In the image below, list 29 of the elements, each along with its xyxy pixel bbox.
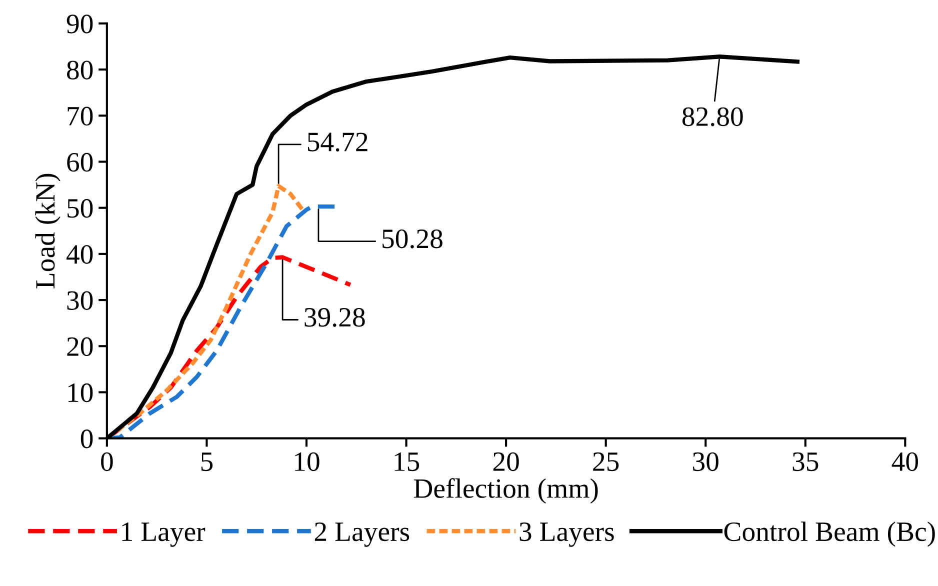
y-axis-title: Load (kN)	[35, 174, 60, 288]
y-tick-label: 20	[67, 337, 93, 356]
x-tick-label: 0	[101, 452, 113, 472]
x-tick-label: 25	[593, 452, 619, 472]
x-tick-label: 20	[493, 452, 519, 472]
y-tick-label: 70	[68, 106, 93, 126]
x-tick-label: 30	[693, 452, 718, 472]
x-tick-label: 10	[295, 452, 320, 472]
x-tick-label: 35	[792, 452, 818, 472]
y-tick-label: 60	[67, 152, 93, 172]
annotation: 54.72	[308, 132, 368, 152]
annotation: 50.28	[382, 229, 442, 248]
legend-label: 2 Layers	[314, 522, 410, 547]
legend-label: 1 Layer	[122, 522, 206, 547]
y-tick-label: 0	[80, 429, 93, 448]
legend-label: Control Beam (Bc)	[724, 522, 935, 547]
legend-label: 3 Layers	[520, 522, 614, 547]
y-tick-label: 80	[67, 60, 93, 80]
y-tick-label: 30	[67, 291, 93, 310]
x-axis-title: Deflection (mm)	[414, 478, 598, 504]
x-tick-label: 15	[394, 452, 420, 472]
x-tick-label: 40	[892, 452, 918, 472]
y-tick-label: 50	[68, 199, 93, 218]
annotation: 39.28	[304, 308, 365, 327]
y-tick-label: 10	[68, 383, 93, 402]
y-tick-label: 90	[66, 14, 93, 34]
annotation: 82.80	[682, 107, 743, 126]
y-tick-label: 40	[66, 245, 93, 264]
x-tick-label: 5	[201, 452, 213, 472]
